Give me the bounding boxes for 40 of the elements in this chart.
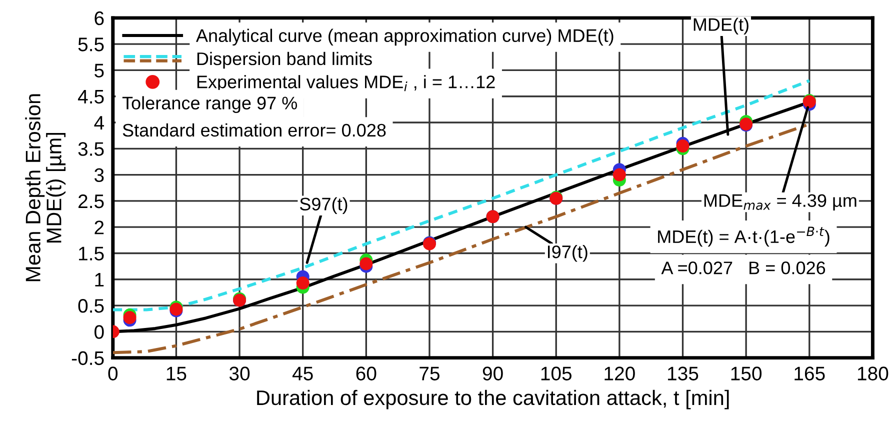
x-tick-label: 90 bbox=[482, 366, 503, 380]
annotation: I97(t) bbox=[548, 244, 588, 262]
annotation: MDE$_{max}$ = 4.39 µm bbox=[704, 194, 856, 211]
annotation: S97(t) bbox=[300, 197, 348, 214]
y-tick-label: 5.5 bbox=[78, 38, 104, 52]
annotation: MDE(t) bbox=[694, 18, 748, 35]
x-tick-label: 150 bbox=[731, 366, 762, 380]
annotation: Standard estimation error= 0.028 bbox=[122, 123, 386, 137]
x-tick-label: 180 bbox=[858, 366, 888, 380]
x-tick-label: 30 bbox=[229, 366, 250, 380]
x-tick-label: 0 bbox=[108, 366, 118, 380]
legend-label: Dispersion band limits bbox=[197, 52, 372, 69]
x-tick-label: 165 bbox=[794, 366, 825, 380]
x-tick-label: 60 bbox=[356, 366, 376, 380]
y-tick-label: 6 bbox=[94, 11, 104, 26]
y-tick-label: 5 bbox=[94, 64, 104, 78]
annotation: Tolerance range 97 % bbox=[122, 96, 298, 114]
annotation: MDE(t) = A·t·(1-e$^{−B·t}$) bbox=[658, 226, 830, 247]
y-tick-label: 2.5 bbox=[78, 194, 104, 208]
y-tick-label: 0.5 bbox=[78, 299, 104, 313]
x-tick-label: 105 bbox=[541, 366, 572, 380]
x-tick-label: 15 bbox=[166, 366, 186, 380]
y-tick-label: 0 bbox=[94, 325, 104, 339]
x-tick-label: 135 bbox=[668, 366, 698, 380]
x-tick-label: 75 bbox=[420, 366, 440, 380]
legend-label: Analytical curve (mean approximation curve) MDE(t) bbox=[196, 28, 614, 46]
y-tick-label: 3.5 bbox=[78, 142, 104, 156]
y-tick-label: 3 bbox=[94, 168, 104, 182]
y-tick-label: 1 bbox=[95, 273, 104, 286]
y-tick-label: 4.5 bbox=[78, 90, 104, 104]
x-tick-label: 45 bbox=[292, 366, 313, 380]
legend-label: Experimental values MDE$_{i}$ , i = 1…12 bbox=[197, 75, 495, 92]
y-tick-label: 2 bbox=[94, 220, 104, 234]
y-tick-label: 1.5 bbox=[79, 246, 104, 260]
y-axis-title: Mean Depth Erosion MDE(t) [µm] bbox=[25, 94, 66, 282]
x-axis-title: Duration of exposure to the cavitation attack, t [min] bbox=[257, 390, 729, 410]
x-tick-label: 120 bbox=[604, 366, 635, 380]
y-tick-label: 4 bbox=[94, 116, 104, 130]
annotation: A =0.027 B = 0.026 bbox=[661, 262, 826, 274]
y-tick-label: -0.5 bbox=[72, 351, 104, 366]
